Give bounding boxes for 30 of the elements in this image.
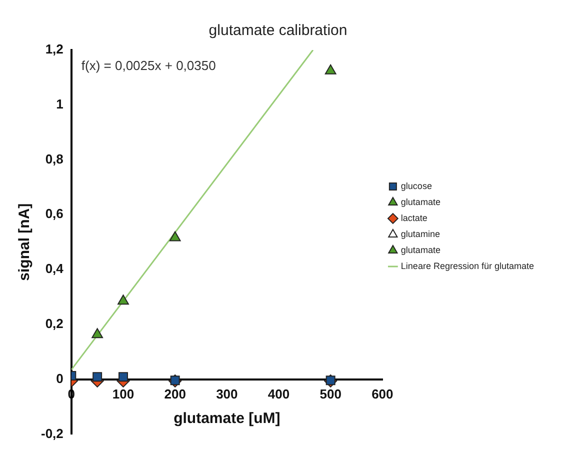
y-axis-title: signal [nA] — [16, 203, 34, 281]
y-tick-label: 0 — [56, 370, 64, 386]
legend-label: glucose — [400, 180, 432, 191]
y-tick-label: 1 — [56, 96, 64, 112]
y-tick-label: -0,2 — [40, 426, 64, 441]
point — [92, 372, 102, 382]
x-axis-title: glutamate [uM] — [174, 410, 280, 428]
point — [118, 294, 129, 305]
y-tick-label: 0,6 — [45, 206, 64, 222]
chart-title: glutamate calibration — [208, 22, 348, 40]
x-tick-label: 200 — [164, 386, 186, 402]
x-tick-label: 100 — [112, 386, 134, 402]
point — [118, 372, 128, 382]
legend-label: lactate — [400, 212, 428, 223]
x-tick-label: 300 — [216, 386, 238, 402]
y-tick-label: 1,2 — [45, 42, 64, 57]
x-tick-label: 400 — [268, 386, 290, 402]
annotation: f(x) = 0,0025x + 0,0350 — [81, 58, 216, 74]
point — [169, 231, 181, 242]
y-tick-label: 0,2 — [45, 316, 64, 332]
point — [324, 64, 336, 74]
point — [92, 328, 104, 338]
y-tick-label: 0,8 — [45, 151, 64, 166]
legend-label: glutamate — [400, 244, 440, 255]
legend-label: Lineare Regression für glutamate — [400, 260, 534, 271]
x-tick-label: 500 — [320, 386, 342, 402]
y-tick-label: 0,4 — [45, 261, 64, 276]
legend-label: glutamate — [400, 196, 440, 207]
legend-label: glutamine — [400, 228, 440, 239]
x-tick-label: 600 — [372, 386, 394, 402]
